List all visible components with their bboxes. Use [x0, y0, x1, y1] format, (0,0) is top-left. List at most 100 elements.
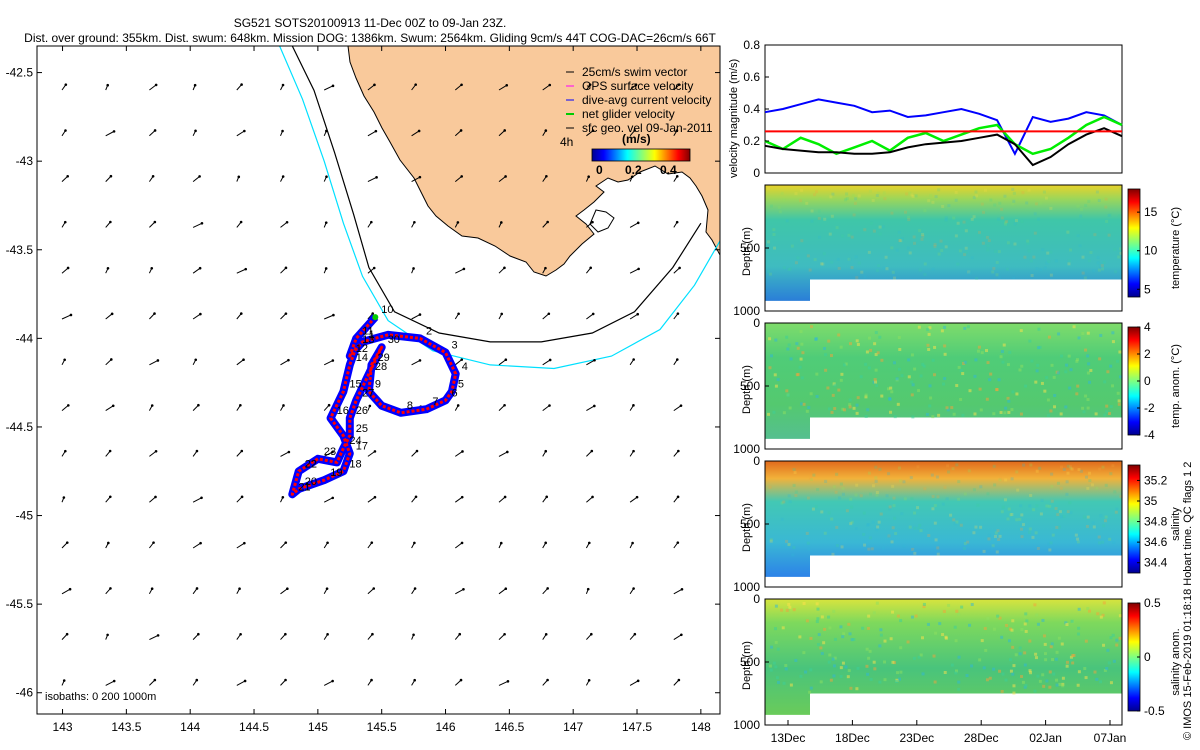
depth-tick-label: 1000 — [733, 304, 760, 318]
map-colorbar-tick-0: 0 — [596, 163, 603, 177]
legend-time-label: 4h — [560, 135, 573, 149]
depth-axis-label: Depth (m) — [741, 641, 753, 690]
map-y-tick-label: -42.5 — [6, 66, 34, 80]
colorbar-label: temperature (°C) — [1170, 207, 1182, 289]
track-day-label: 3 — [452, 340, 458, 352]
isobath-1000m — [291, 46, 702, 343]
colorbar-tick-label: 34.4 — [1144, 556, 1168, 570]
colorbar-title: (m/s) — [622, 132, 651, 146]
track-day-label: 12 — [356, 343, 368, 355]
colorbar-tick-label: -4 — [1144, 428, 1155, 442]
glider-track — [290, 316, 458, 496]
map-x-tick-label: 147.5 — [622, 720, 652, 734]
depth-tick-label: 1000 — [733, 718, 760, 732]
velocity-y-tick-label: 0.8 — [743, 38, 760, 52]
velocity-ylabel: velocity magnitude (m/s) — [728, 59, 740, 178]
legend-swim-vector: 25cm/s swim vector — [582, 65, 687, 79]
geostrophic-velocity-arrows — [61, 83, 684, 686]
depth-axis-label: Depth (m) — [741, 227, 753, 276]
map-y-tick-label: -46 — [16, 686, 34, 700]
map-x-tick-label: 143 — [53, 720, 73, 734]
track-day-label: 28 — [375, 361, 387, 373]
track-day-label: 16 — [337, 405, 349, 417]
velocity-panel: 0 0.2 0.4 0.6 0.8 velocity magnitude (m/s) — [728, 38, 1123, 180]
track-day-label: 25 — [356, 423, 368, 435]
map-y-tick-label: -43 — [16, 154, 34, 168]
depth-tick-label: 500 — [740, 241, 760, 255]
legend-gps-velocity: GPS surface velocity — [582, 79, 693, 93]
map-y-tick-label: -44.5 — [6, 420, 34, 434]
track-day-label: 11 — [362, 325, 373, 337]
map-y-tick-label: -43.5 — [6, 243, 34, 257]
track-day-label: 23 — [324, 446, 336, 458]
track-day-label: 1 — [369, 329, 375, 341]
map-x-tick-label: 145.5 — [367, 720, 397, 734]
heatmap-panel: 0 500 1000 Depth (m) 4 2 0 -2 -4 temp. anom. (°C) — [733, 316, 1182, 456]
colorbar-tick-label: 15 — [1144, 205, 1158, 219]
map-x-tick-label: 144 — [180, 720, 200, 734]
track-day-label: 9 — [375, 379, 381, 391]
map-y-tick-label: -44 — [16, 331, 34, 345]
date-tick-label: 02Jan — [1029, 731, 1062, 745]
heatmap-panel: 0 500 1000 Depth (m) 35.2 35 34.8 34.6 34.4 salin… — [733, 454, 1182, 594]
colorbar-tick-label: 4 — [1144, 320, 1151, 334]
coastal-inlet — [589, 209, 615, 233]
depth-tick-label: 1000 — [733, 580, 760, 594]
velocity-series-line — [764, 115, 1123, 156]
velocity-y-tick-label: 0 — [753, 166, 760, 180]
date-tick-label: 13Dec — [771, 731, 806, 745]
isobath-note: isobaths: 0 200 1000m — [45, 691, 156, 703]
track-day-label: 18 — [349, 458, 361, 470]
track-day-label: 15 — [349, 379, 361, 391]
heatmap-panel: 0 500 1000 Depth (m) 0.5 0 -0.5 salinity anom. — [733, 592, 1182, 732]
colorbar-label: salinity — [1170, 507, 1182, 541]
heatmap-colorbar — [1127, 188, 1141, 298]
velocity-y-tick-label: 0.6 — [743, 70, 760, 84]
map-x-tick-label: 148 — [691, 720, 711, 734]
track-day-label: 2 — [426, 325, 432, 337]
map-axes-frame — [36, 45, 721, 715]
heatmap-colorbar — [1127, 464, 1141, 574]
glider-start-marker — [372, 314, 379, 321]
depth-tick-label: 500 — [740, 655, 760, 669]
depth-tick-label: 1000 — [733, 442, 760, 456]
depth-axis-label: Depth (m) — [741, 503, 753, 552]
colorbar-tick-label: 35.2 — [1144, 473, 1168, 487]
velocity-y-tick-label: 0.4 — [743, 102, 760, 116]
depth-tick-label: 500 — [740, 517, 760, 531]
date-tick-label: 07Jan — [1094, 731, 1127, 745]
track-day-label: 22 — [305, 458, 317, 470]
map-colorbar: 0 0.2 0.4 — [591, 148, 691, 177]
legend-dive-avg-current: dive-avg current velocity — [582, 93, 711, 107]
colorbar-label: salinity anom. — [1170, 628, 1182, 695]
chart-title-line2: Dist. over ground: 355km. Dist. swum: 64… — [24, 31, 716, 45]
date-tick-label: 28Dec — [964, 731, 999, 745]
track-day-label: 19 — [330, 467, 342, 479]
colorbar-tick-label: 0 — [1144, 650, 1151, 664]
colorbar-tick-label: 5 — [1144, 282, 1151, 296]
depth-tick-label: 500 — [740, 379, 760, 393]
depth-axis-label: Depth (m) — [741, 365, 753, 414]
tasmania-landmass — [347, 46, 720, 277]
colorbar-tick-label: -0.5 — [1144, 704, 1165, 718]
time-axis: 13Dec 18Dec 23Dec 28Dec 02Jan 07Jan — [771, 720, 1127, 745]
date-tick-label: 18Dec — [835, 731, 870, 745]
chart-title-line1: SG521 SOTS20100913 11-Dec 00Z to 09-Jan … — [233, 16, 507, 30]
map-colorbar-tick-2: 0.4 — [660, 163, 677, 177]
velocity-series-line — [764, 98, 1123, 157]
map-x-tick-label: 143.5 — [111, 720, 141, 734]
map-x-tick-label: 146.5 — [494, 720, 524, 734]
track-day-label: 17 — [356, 441, 368, 453]
track-day-label: 14 — [356, 352, 368, 364]
date-tick-label: 23Dec — [899, 731, 934, 745]
colorbar-label: temp. anom. (°C) — [1170, 344, 1182, 428]
track-day-label: 13 — [362, 334, 374, 346]
depth-tick-label: 0 — [753, 592, 760, 606]
colorbar-tick-label: 34.8 — [1144, 515, 1168, 529]
track-day-label: 27 — [362, 387, 374, 399]
map-y-axis: -42.5 -43 -43.5 -44 -44.5 -45 -45.5 -46 — [6, 66, 720, 700]
colorbar-tick-label: 2 — [1144, 347, 1151, 361]
colorbar-tick-label: 34.6 — [1144, 535, 1168, 549]
